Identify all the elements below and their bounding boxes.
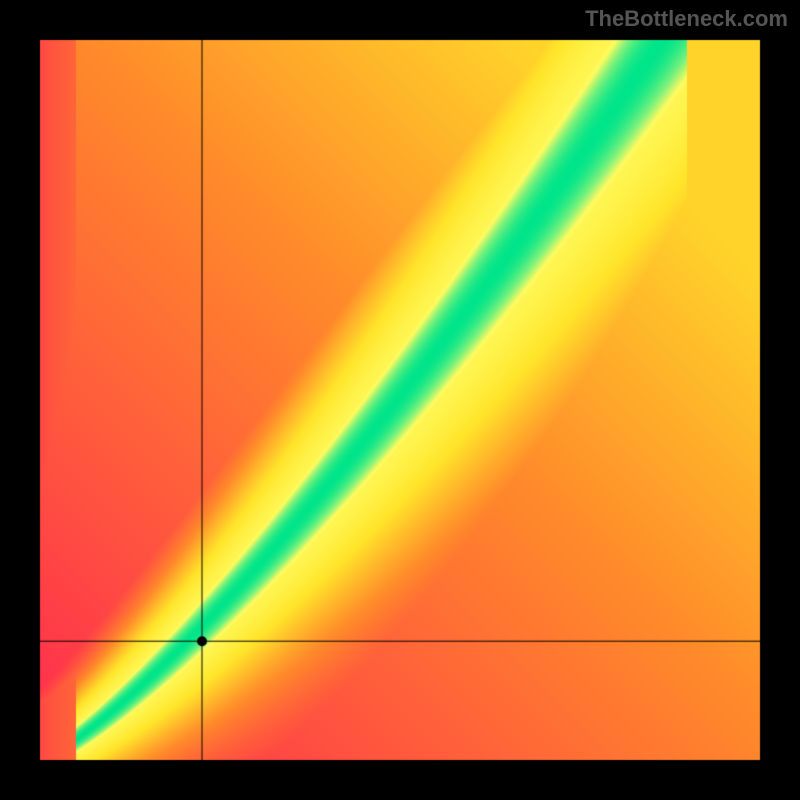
watermark-label: TheBottleneck.com	[585, 6, 788, 32]
bottleneck-heatmap	[0, 0, 800, 800]
chart-container: TheBottleneck.com	[0, 0, 800, 800]
